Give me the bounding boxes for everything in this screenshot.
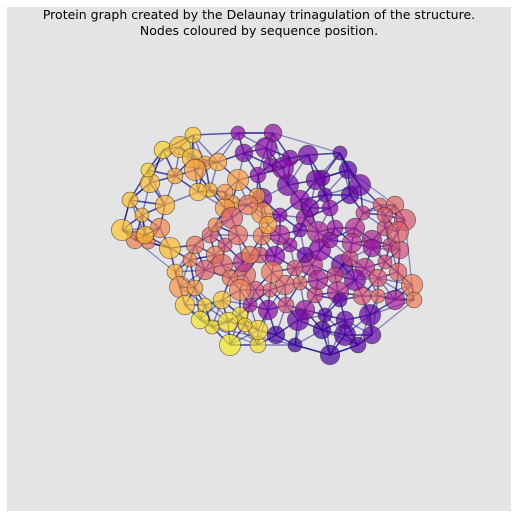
graph-node [333,323,356,346]
graph-node [135,225,155,245]
graph-node [370,288,386,304]
title-line-1: Protein graph created by the Delaunay tr… [42,7,476,22]
graph-node [249,166,267,184]
graph-node [362,238,382,258]
graph-node [321,199,339,217]
graph-node [297,144,319,166]
graph-node [186,279,204,297]
graph-node [321,231,339,249]
graph-node [319,344,341,366]
graph-node [230,125,246,141]
graph-edge [272,132,341,154]
graph-node [377,254,393,270]
graph-node [390,240,410,260]
graph-node [271,156,294,179]
graph-node [140,162,156,178]
graph-node [237,317,253,333]
graph-node [134,207,150,223]
graph-node [218,333,241,356]
graph-node [227,224,249,246]
graph-node [182,252,198,268]
graph-node [154,194,176,216]
graph-node [312,320,332,340]
graph-node [260,260,283,283]
graph-node [212,290,232,310]
graph-node [217,311,239,333]
graph-node [348,173,371,196]
graph-node [296,246,314,264]
graph-node [287,337,303,353]
graph-node [183,158,206,181]
graph-node [262,282,278,298]
graph-node [166,167,184,185]
graph-node [188,182,208,202]
graph-node [292,222,308,238]
graph-node [174,294,196,316]
graph-node [197,297,213,313]
graph-node [317,307,333,323]
graph-node [228,278,251,301]
figure-title: Protein graph created by the Delaunay tr… [0,7,518,39]
graph-node [358,303,381,326]
graph-node [307,269,329,291]
graph-node [386,220,409,243]
graph-node [266,325,286,345]
graph-node [240,245,260,265]
graph-node [272,207,288,223]
graph-node [405,291,423,309]
graph-node [185,235,205,255]
graph-node [341,232,363,254]
graph-node [286,259,304,277]
graph-node [362,325,382,345]
graph-node [257,299,279,321]
graph-node [326,266,344,284]
graph-node [384,289,406,311]
graph-node [343,268,366,291]
title-line-2: Nodes coloured by sequence position. [139,23,379,38]
graph-node [184,126,202,144]
graph-node [121,191,139,209]
graph-node [376,206,394,224]
graph-node [237,194,259,216]
graph-node [242,297,258,313]
graph-node [355,205,371,221]
graph-node [332,145,348,161]
graph-node [332,292,348,308]
graph-node [208,152,228,172]
graph-node [194,259,216,281]
graph-node [388,262,408,282]
graph-node [277,296,295,314]
graph-node [300,198,320,218]
graph-node [286,308,309,331]
graph-node [234,143,254,163]
graph-node [292,275,308,291]
graph-node [153,140,173,160]
graph-node [216,183,234,201]
graph-nodes [111,123,423,366]
graph-node [338,160,358,180]
graph-node [368,268,388,288]
graph-node [207,217,223,233]
graph-node [258,215,278,235]
graph-node [111,218,134,241]
graph-node [305,169,327,191]
graph-node [254,136,277,159]
graph-node [158,236,181,259]
graph-node [226,168,249,191]
graph-node [190,310,210,330]
